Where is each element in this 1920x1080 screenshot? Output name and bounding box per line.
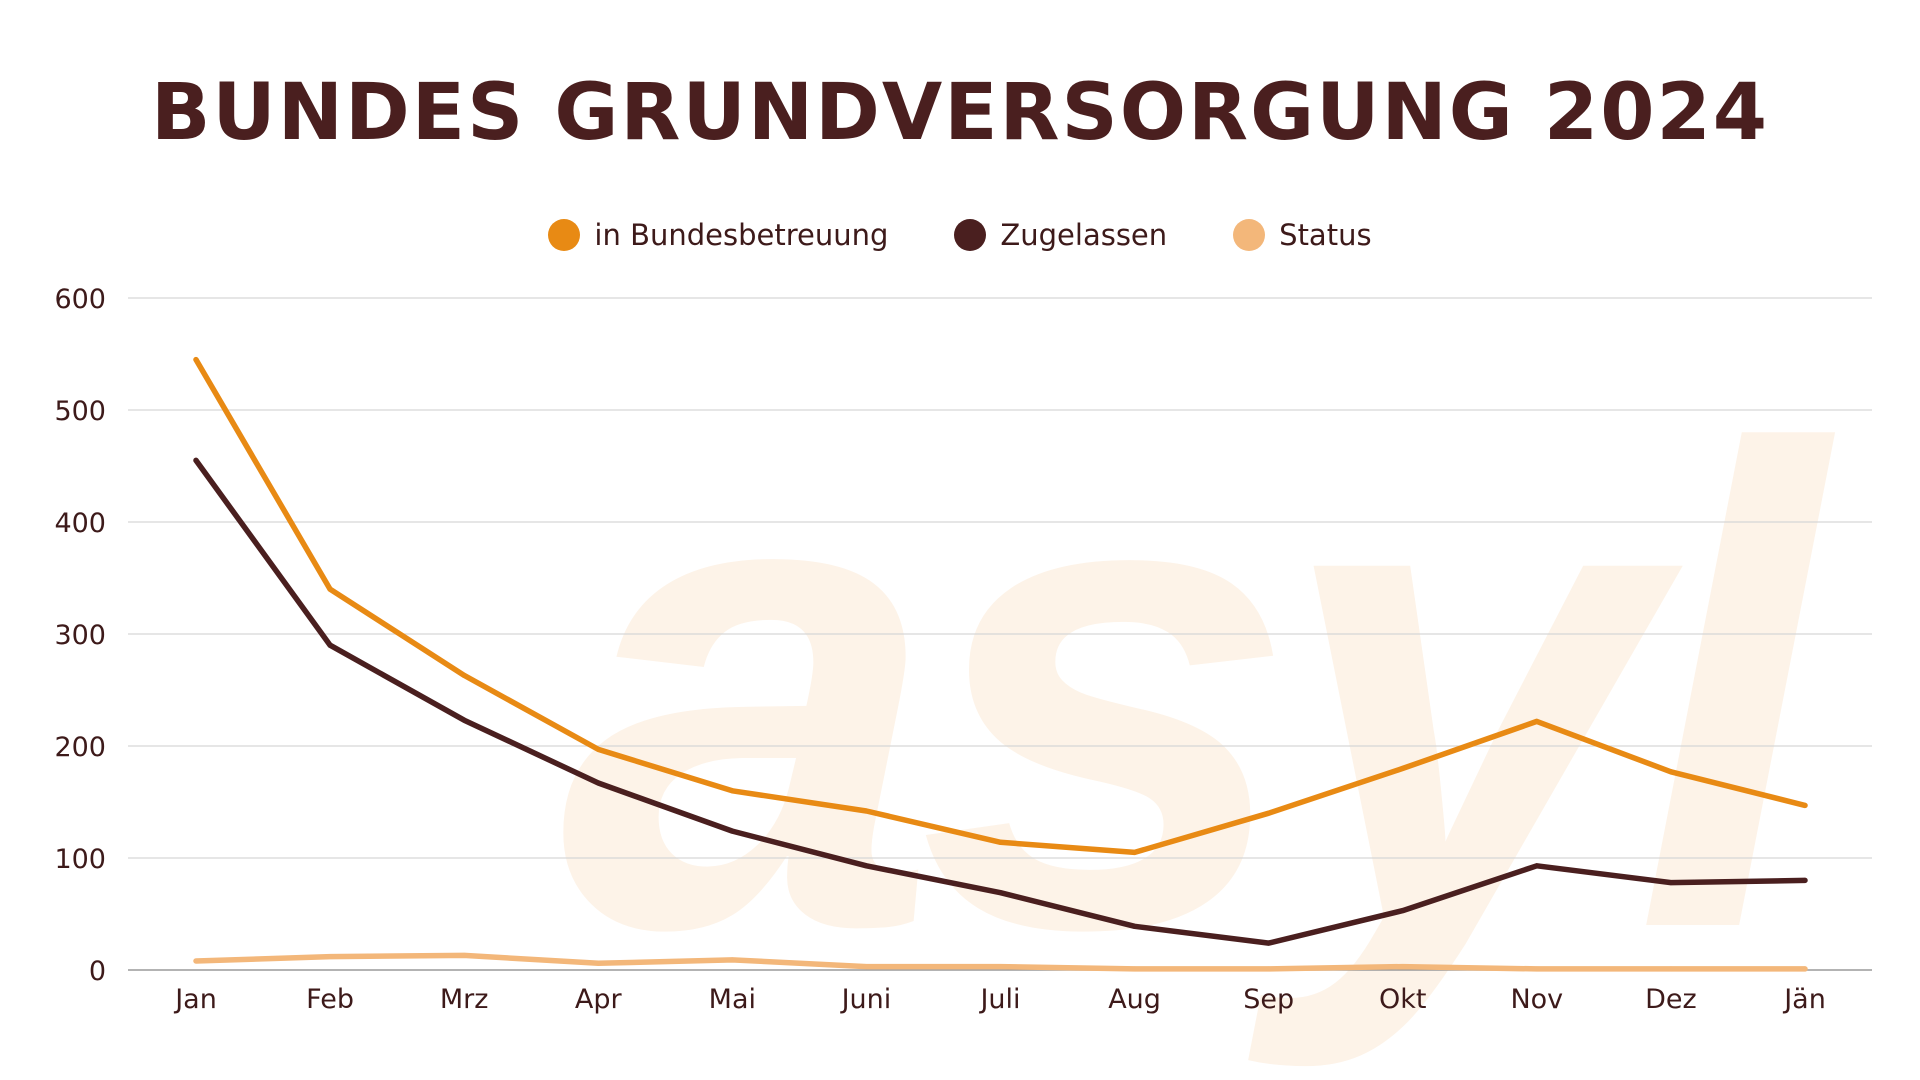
data-point-zugelassen <box>729 828 735 834</box>
data-point-zugelassen <box>327 642 333 648</box>
data-point-status <box>193 958 199 964</box>
data-point-status <box>1802 966 1808 972</box>
data-point-zugelassen <box>461 717 467 723</box>
x-tick-label: Apr <box>575 984 623 1015</box>
series-line-in-bundesbetreuung <box>193 356 1808 856</box>
data-point-status <box>1132 966 1138 972</box>
data-point-status <box>461 952 467 958</box>
y-tick-label: 600 <box>54 284 106 315</box>
legend-item: Zugelassen <box>954 218 1167 252</box>
data-point-zugelassen <box>1668 880 1674 886</box>
data-point-status <box>595 960 601 966</box>
x-tick-label: Mrz <box>440 984 489 1015</box>
legend-swatch <box>954 219 987 251</box>
chart-legend: in Bundesbetreuung Zugelassen Status <box>0 218 1920 252</box>
y-tick-label: 500 <box>54 396 106 427</box>
data-point-status <box>1400 964 1406 970</box>
x-tick-label: Sep <box>1243 984 1294 1015</box>
x-tick-label: Feb <box>306 984 354 1015</box>
data-point-zugelassen <box>1534 863 1540 869</box>
data-point-in-bundesbetreuung <box>327 586 333 592</box>
data-point-zugelassen <box>595 780 601 786</box>
data-point-in-bundesbetreuung <box>595 746 601 752</box>
legend-swatch <box>548 219 581 251</box>
data-point-status <box>1668 966 1674 972</box>
x-tick-label: Okt <box>1379 984 1426 1015</box>
x-tick-label: Jan <box>173 984 217 1015</box>
data-point-status <box>1266 966 1272 972</box>
data-point-in-bundesbetreuung <box>1266 810 1272 816</box>
data-point-status <box>863 964 869 970</box>
x-tick-label: Mai <box>709 984 756 1015</box>
x-tick-label: Juli <box>978 984 1020 1015</box>
legend-label: Zugelassen <box>1000 218 1168 252</box>
data-point-in-bundesbetreuung <box>193 357 199 363</box>
data-point-zugelassen <box>1266 940 1272 946</box>
data-point-status <box>729 957 735 963</box>
data-point-in-bundesbetreuung <box>863 808 869 814</box>
data-point-status <box>1534 966 1540 972</box>
x-tick-label: Nov <box>1510 984 1563 1015</box>
legend-label: in Bundesbetreuung <box>594 218 889 252</box>
data-point-zugelassen <box>1132 923 1138 929</box>
data-point-in-bundesbetreuung <box>729 788 735 794</box>
data-point-status <box>327 954 333 960</box>
legend-swatch <box>1233 219 1266 251</box>
data-point-status <box>998 964 1003 970</box>
data-point-zugelassen <box>998 890 1003 896</box>
y-tick-label: 0 <box>89 956 106 987</box>
data-point-in-bundesbetreuung <box>1668 769 1674 775</box>
chart-title: BUNDES GRUNDVERSORGUNG 2024 <box>150 68 1770 158</box>
data-point-in-bundesbetreuung <box>461 672 467 678</box>
series-line-zugelassen <box>193 457 1808 946</box>
data-point-in-bundesbetreuung <box>1534 718 1540 724</box>
y-tick-label: 100 <box>54 844 106 875</box>
data-point-in-bundesbetreuung <box>998 839 1003 845</box>
x-tick-label: Jän <box>1782 984 1826 1015</box>
x-tick-label: Dez <box>1645 984 1697 1015</box>
y-tick-label: 300 <box>54 620 106 651</box>
data-point-zugelassen <box>193 457 199 463</box>
data-point-in-bundesbetreuung <box>1132 849 1138 855</box>
x-tick-label: Juni <box>840 984 892 1015</box>
data-point-zugelassen <box>863 863 869 869</box>
y-tick-label: 200 <box>54 732 106 763</box>
legend-item: Status <box>1233 218 1372 252</box>
x-tick-label: Aug <box>1108 984 1161 1015</box>
data-point-in-bundesbetreuung <box>1400 765 1406 771</box>
y-tick-label: 400 <box>54 508 106 539</box>
data-point-zugelassen <box>1400 908 1406 914</box>
legend-label: Status <box>1279 218 1372 252</box>
legend-item: in Bundesbetreuung <box>548 218 888 252</box>
data-point-in-bundesbetreuung <box>1802 802 1808 808</box>
data-point-zugelassen <box>1802 877 1808 883</box>
